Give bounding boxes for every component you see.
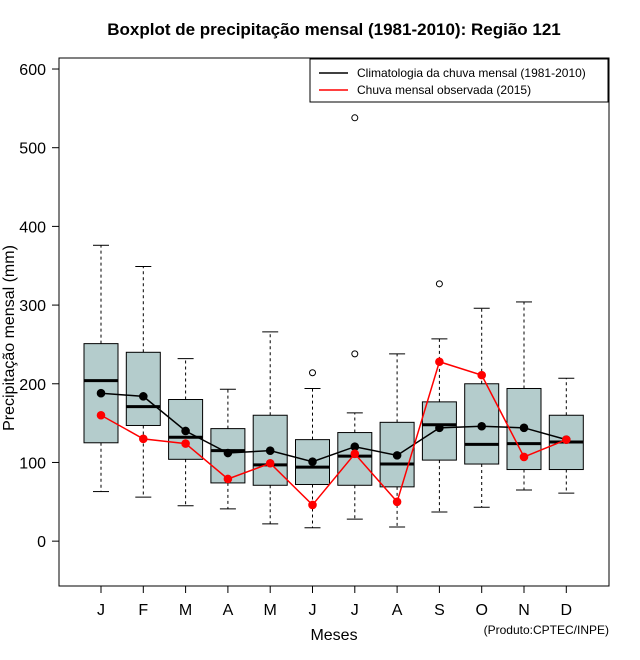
observed-point — [139, 434, 148, 444]
box-J — [337, 432, 373, 486]
plot-frame — [58, 57, 610, 587]
y-tick-label: 300 — [19, 298, 46, 315]
x-tick-label: O — [475, 602, 487, 619]
observed-point — [392, 497, 402, 507]
x-tick-label: A — [223, 602, 234, 619]
climatology-point — [519, 423, 529, 433]
x-tick-label: J — [351, 602, 359, 619]
outlier-point — [435, 280, 443, 288]
x-tick-label: F — [138, 602, 148, 619]
observed-point — [181, 439, 190, 448]
observed-point — [350, 449, 360, 459]
x-tick-label: M — [179, 602, 192, 619]
x-axis-label: Meses — [310, 627, 357, 644]
climatology-point — [265, 446, 275, 455]
y-tick-label: 600 — [19, 62, 46, 79]
observed-point — [562, 435, 571, 444]
climatology-point — [223, 448, 233, 458]
climatology-point — [139, 392, 148, 401]
x-tick-label: D — [561, 602, 573, 619]
product-credit: (Produto:CPTEC/INPE) — [484, 623, 609, 637]
y-tick-label: 0 — [37, 534, 46, 551]
legend-label: Chuva mensal observada (2015) — [357, 83, 531, 97]
observed-point — [308, 500, 317, 510]
observed-point — [519, 452, 529, 462]
observed-point — [477, 370, 487, 380]
box-F — [125, 351, 161, 426]
outlier-point — [309, 369, 316, 377]
chart-title: Boxplot de precipitação mensal (1981-201… — [107, 20, 561, 39]
outlier-point — [351, 350, 359, 358]
x-tick-label: J — [97, 602, 105, 619]
observed-point — [265, 458, 275, 468]
climatology-point — [181, 426, 190, 436]
climatology-line — [100, 392, 567, 463]
x-tick-label: A — [392, 602, 403, 619]
legend-label: Climatologia da chuva mensal (1981-2010) — [357, 66, 586, 80]
y-tick-label: 200 — [19, 377, 46, 394]
plot-area: 0 100 200 300 400 500 600 J F M A M J J A S O N D Climatolo… — [19, 57, 610, 619]
outlier-point — [351, 114, 359, 122]
climatology-point — [435, 423, 444, 433]
box-J — [295, 439, 330, 485]
observed-line — [100, 360, 567, 507]
x-tick-label: S — [434, 602, 445, 619]
climatology-point — [477, 421, 487, 431]
climatology-point — [308, 457, 317, 466]
climatology-point — [96, 388, 106, 398]
climatology-point — [350, 442, 360, 452]
y-tick-label: 400 — [19, 219, 46, 236]
observed-point — [96, 410, 106, 420]
y-tick-label: 500 — [19, 141, 46, 158]
y-tick-label: 100 — [19, 455, 46, 472]
x-tick-label: J — [309, 602, 317, 619]
legend-box — [309, 58, 609, 103]
x-tick-label: M — [264, 602, 277, 619]
climatology-point — [392, 451, 402, 460]
observed-point — [223, 474, 233, 484]
y-axis-label: Precipitação mensal (mm) — [1, 245, 18, 431]
observed-point — [435, 357, 444, 367]
x-tick-label: N — [518, 602, 530, 619]
